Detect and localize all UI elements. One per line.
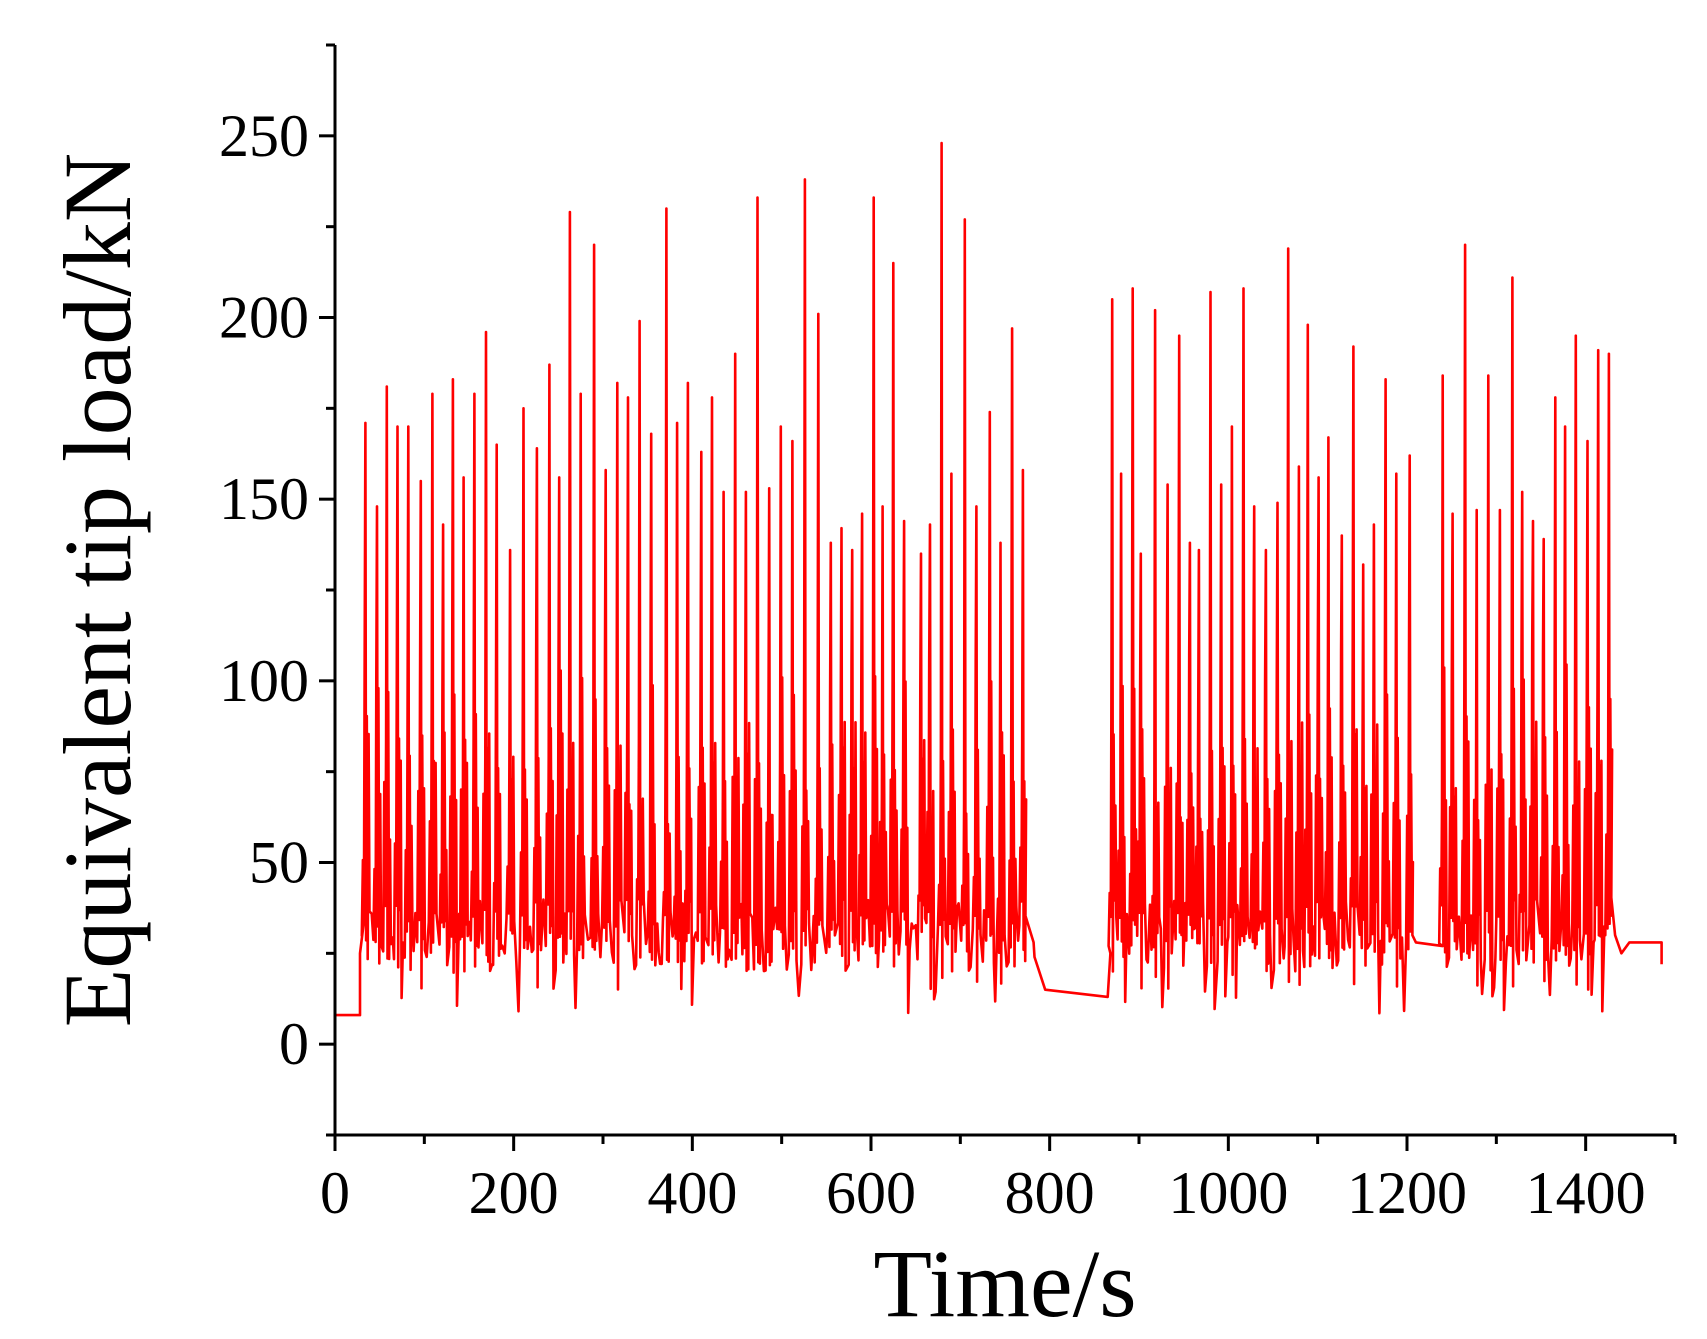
y-tick-label: 150 — [219, 466, 309, 532]
x-tick-label: 200 — [469, 1160, 559, 1226]
x-tick-label: 0 — [320, 1160, 350, 1226]
y-tick-label: 200 — [219, 285, 309, 351]
tick-labels: 0 200 400 600 800 1000 1200 1400 0 50 100 150 200 250 — [219, 103, 1646, 1226]
y-tick-label: 0 — [279, 1011, 309, 1077]
x-tick-label: 1200 — [1347, 1160, 1467, 1226]
y-axis-title: Equivalent tip load/kN — [44, 153, 151, 1028]
y-tick-label: 100 — [219, 648, 309, 714]
x-tick-label: 1000 — [1168, 1160, 1288, 1226]
y-tick-label: 50 — [249, 830, 309, 896]
x-axis-title: Time/s — [873, 1230, 1136, 1337]
x-tick-label: 800 — [1005, 1160, 1095, 1226]
x-tick-label: 600 — [826, 1160, 916, 1226]
x-tick-label: 1400 — [1526, 1160, 1646, 1226]
x-tick-label: 400 — [647, 1160, 737, 1226]
y-tick-label: 250 — [219, 103, 309, 169]
axes — [319, 43, 1677, 1151]
series-group — [335, 141, 1663, 1017]
load-series-line — [335, 141, 1663, 1017]
